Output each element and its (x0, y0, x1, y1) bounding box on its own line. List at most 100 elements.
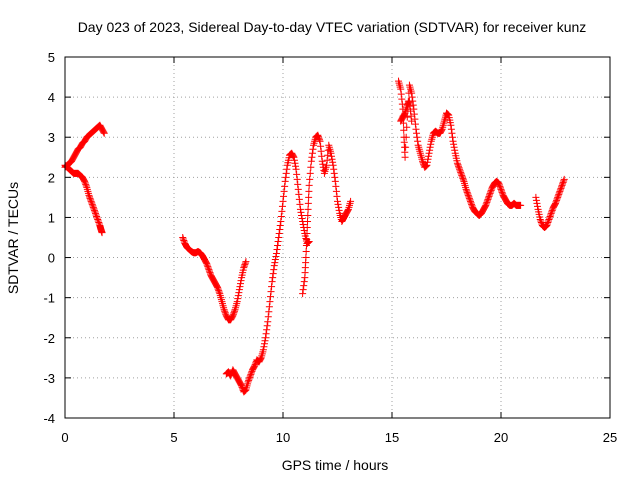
data-point (323, 156, 331, 164)
y-tick-label: -4 (43, 411, 55, 426)
data-point (305, 187, 313, 195)
data-point (486, 189, 494, 197)
data-point (180, 237, 188, 245)
data-point (221, 309, 229, 317)
data-point (263, 326, 271, 334)
data-point (537, 218, 545, 226)
data-point (330, 169, 338, 177)
data-point (281, 182, 289, 190)
axis-ticks: 0 5 10 15 20 25 -4 -3 -2 -1 0 1 2 3 4 5 (43, 50, 617, 445)
data-point (269, 274, 277, 282)
data-point (414, 137, 422, 145)
data-point (438, 126, 446, 134)
x-axis-label: GPS time / hours (282, 457, 389, 473)
y-tick-label: 2 (48, 170, 55, 185)
data-point (267, 288, 275, 296)
data-point (270, 262, 278, 270)
x-tick-label: 25 (603, 430, 617, 445)
data-point (215, 287, 223, 295)
data-point (466, 197, 474, 205)
data-point (459, 174, 467, 182)
data-point (553, 196, 561, 204)
data-point (304, 211, 312, 219)
data-point (334, 197, 341, 205)
data-point (548, 206, 556, 214)
data-point (93, 214, 101, 222)
data-point (305, 181, 313, 189)
data-point (281, 177, 289, 185)
data-point (408, 117, 416, 125)
data-point (464, 191, 472, 199)
data-point (543, 220, 551, 228)
data-point (277, 217, 285, 225)
data-point (444, 111, 452, 119)
data-point (299, 286, 307, 294)
data-point (86, 193, 94, 201)
data-point (90, 206, 98, 214)
data-point (304, 205, 312, 213)
data-point (302, 248, 310, 256)
data-point (347, 197, 355, 205)
y-tick-label: 5 (48, 50, 55, 65)
data-point (93, 212, 101, 220)
data-point (98, 229, 106, 237)
data-point (279, 197, 287, 205)
data-point (314, 133, 322, 141)
data-point (308, 153, 316, 161)
data-point (449, 137, 457, 145)
data-point (547, 209, 555, 217)
data-point (260, 340, 268, 348)
data-point (276, 225, 284, 233)
x-tick-label: 20 (494, 430, 508, 445)
data-point (299, 290, 307, 298)
data-point (81, 177, 89, 185)
data-point (400, 126, 408, 134)
data-point (467, 199, 475, 207)
data-point (557, 184, 565, 192)
data-point (251, 362, 259, 370)
data-point (425, 152, 433, 160)
data-point (282, 173, 290, 181)
data-point (463, 187, 471, 195)
data-point (304, 239, 312, 247)
data-point (274, 242, 282, 250)
data-point (332, 182, 340, 190)
data-point (275, 229, 283, 237)
data-point (289, 152, 297, 160)
plot-frame (64, 56, 611, 419)
data-point (412, 125, 420, 133)
data-point (296, 200, 304, 208)
data-point (318, 152, 326, 160)
y-tick-label: -3 (43, 371, 55, 386)
data-point (269, 270, 277, 278)
data-point (91, 208, 99, 216)
data-point (333, 192, 341, 200)
data-point (331, 173, 339, 181)
data-point (457, 170, 465, 178)
data-point (487, 188, 495, 196)
data-point (316, 136, 324, 144)
data-point (544, 217, 552, 225)
x-tick-label: 15 (385, 430, 399, 445)
data-point (229, 312, 237, 320)
x-tick-label: 5 (170, 430, 177, 445)
data-point (294, 185, 302, 193)
data-point (553, 195, 561, 203)
data-point (203, 261, 211, 269)
data-point (293, 170, 301, 178)
data-point (496, 182, 504, 190)
data-point (278, 202, 286, 210)
data-point (330, 165, 338, 173)
data-point (88, 200, 96, 208)
data-point (309, 145, 317, 153)
data-point (246, 373, 254, 381)
data-point (406, 102, 414, 110)
data-point (295, 195, 303, 203)
data-point (272, 250, 280, 258)
data-point (426, 146, 434, 154)
data-point (214, 284, 222, 292)
data-point (235, 286, 243, 294)
data-point (179, 234, 187, 241)
data-point (95, 218, 103, 226)
data-point (317, 147, 325, 155)
